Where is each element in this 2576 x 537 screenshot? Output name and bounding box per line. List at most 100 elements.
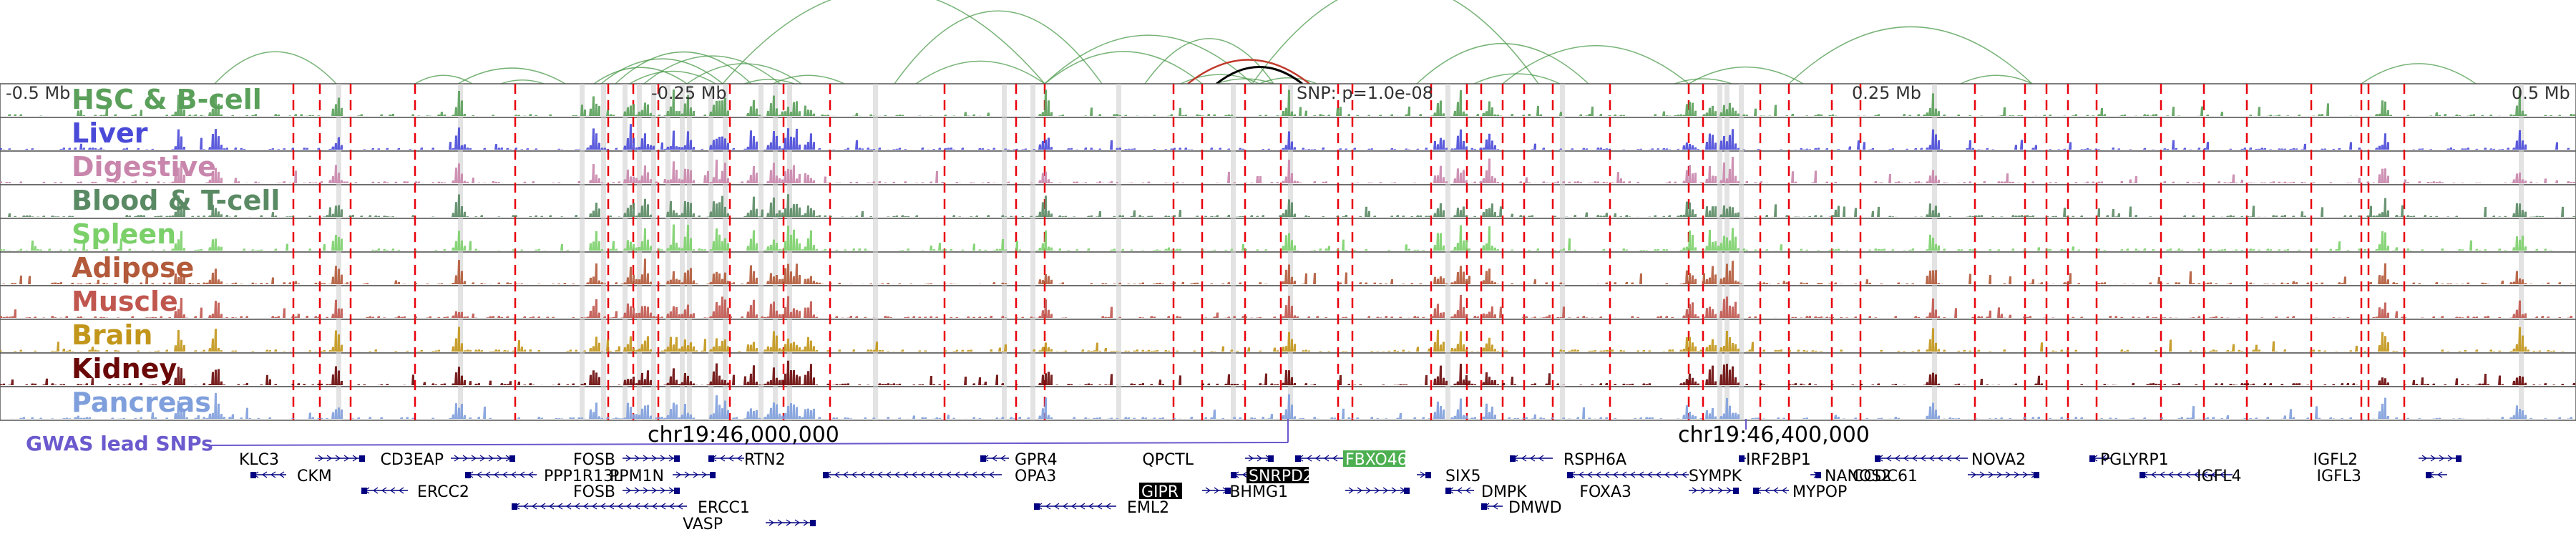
gene-label: PGLYRP1 (2100, 451, 2169, 469)
gene-fosb[interactable]: FOSB (573, 451, 680, 469)
strand-arrow (2100, 455, 2107, 462)
highlight-band (680, 84, 685, 420)
highlight-band (601, 84, 606, 420)
strand-arrow (1937, 455, 1943, 462)
gene-igfl3[interactable]: IGFL3 (2317, 468, 2447, 485)
track-label-liver: Liver (72, 117, 148, 149)
gene-fbxo46[interactable]: FBXO46 (1295, 450, 1407, 469)
gene-six5[interactable]: SIX5 (1417, 468, 1481, 485)
gene-dmwd[interactable]: DMWD (1481, 499, 1562, 517)
highlight-band (2519, 84, 2524, 420)
gene-igfl2[interactable]: IGFL2 (2313, 451, 2462, 469)
strand-arrow (777, 519, 784, 526)
highlight-band (687, 84, 692, 420)
strand-arrow (1612, 471, 1619, 478)
chromatin-loop-arc (629, 70, 716, 84)
gene-label: IGFL2 (2313, 451, 2358, 469)
gene-dmpk[interactable]: DMPK (1445, 483, 1527, 501)
gene-fosb[interactable]: FOSB (573, 483, 680, 501)
chromatin-loop-arc-highlight (1187, 59, 1310, 84)
strand-arrow (1638, 471, 1644, 478)
gene-cd3eap[interactable]: CD3EAP (380, 451, 515, 469)
gene-label: BHMG1 (1229, 483, 1288, 501)
strand-arrow (1062, 503, 1068, 510)
highlight-band (758, 84, 763, 420)
strand-arrow (894, 471, 900, 478)
gene-rtn2[interactable]: RTN2 (708, 451, 786, 469)
axis-tick-label: 0.5 Mb (2512, 83, 2570, 103)
strand-arrow (1000, 455, 1006, 462)
gene-nova2[interactable]: NOVA2 (1875, 451, 2026, 469)
highlight-band (1932, 84, 1937, 420)
track-label-hsc-b-cell: HSC & B-cell (72, 84, 262, 115)
strand-arrow (2022, 471, 2029, 478)
gene-gipr[interactable]: GIPR (1139, 483, 1231, 501)
gene-label: FBXO46 (1345, 451, 1407, 469)
gene-bhmg1[interactable]: BHMG1 (1229, 483, 1410, 501)
gene-exon (980, 455, 986, 462)
strand-arrow (868, 471, 874, 478)
gene-ppm1n[interactable]: PPM1N (610, 468, 716, 485)
chromatin-loop-arc (457, 67, 566, 84)
strand-arrow (1348, 487, 1355, 494)
strand-arrow (261, 471, 268, 478)
signal-track-2 (0, 157, 2576, 183)
gene-ckm[interactable]: CKM (250, 468, 332, 485)
gene-label: DMPK (1481, 483, 1527, 501)
highlight-band (1231, 84, 1236, 420)
gene-foxa3[interactable]: FOXA3 (1579, 483, 1739, 501)
gene-exon (1268, 455, 1274, 462)
gene-exon (674, 455, 680, 462)
gene-pglyrp1[interactable]: PGLYRP1 (2089, 451, 2169, 469)
chromosome-coordinates: chr19:46,000,000 chr19:46,400,000 (648, 422, 1870, 448)
strand-arrow (510, 471, 517, 478)
signal-track-3 (0, 194, 2576, 217)
gene-ercc1[interactable]: ERCC1 (512, 499, 750, 517)
strand-arrow (1045, 503, 1051, 510)
chromatin-loop-arc (1216, 78, 1274, 84)
strand-arrow (484, 471, 491, 478)
gene-label: PPM1N (610, 468, 664, 485)
gene-vasp[interactable]: VASP (683, 516, 816, 533)
highlight-band (1002, 84, 1007, 420)
gene-exon (708, 455, 714, 462)
strand-arrow (660, 503, 666, 510)
strand-arrow (1885, 455, 1892, 462)
gene-rsph6a[interactable]: RSPH6A (1510, 451, 1626, 469)
gene-eml2[interactable]: EML2 (1034, 499, 1169, 517)
gene-opa3[interactable]: OPA3 (823, 468, 1056, 485)
gene-exon (1567, 472, 1573, 478)
strand-arrow (954, 471, 960, 478)
strand-arrow (859, 471, 866, 478)
strand-arrow (625, 503, 632, 510)
highlight-band (1445, 84, 1450, 420)
chromatin-loop-arc (915, 60, 1045, 84)
strand-arrow (786, 519, 792, 526)
chromatin-loop-arc (686, 63, 802, 84)
gene-exon (2140, 472, 2145, 478)
gene-nanos2[interactable]: NANOS2 (1810, 468, 1891, 485)
strand-arrow (471, 455, 477, 462)
strand-arrow (937, 471, 943, 478)
strand-arrow (540, 503, 546, 510)
gene-exon (1231, 472, 1236, 478)
gene-ercc2[interactable]: ERCC2 (361, 483, 469, 501)
gene-exon (1404, 488, 1410, 494)
strand-arrow (1248, 455, 1254, 462)
strand-arrow (2185, 471, 2191, 478)
gene-gpr4[interactable]: GPR4 (980, 451, 1058, 469)
strand-arrow (919, 471, 926, 478)
strand-arrow (736, 455, 743, 462)
strand-arrow (278, 471, 285, 478)
gene-ppp1r13l[interactable]: PPP1R13L (465, 468, 623, 485)
gene-irf2bp1[interactable]: IRF2BP1 (1739, 451, 1811, 469)
gene-igfl4[interactable]: IGFL4 (2140, 468, 2241, 485)
gene-qpctl[interactable]: QPCTL (1142, 451, 1274, 469)
gene-snrpd2[interactable]: SNRPD2 (1231, 467, 1313, 485)
gene-ccdc61[interactable]: CCDC61 (1853, 468, 2039, 485)
gene-mypop[interactable]: MYPOP (1753, 483, 1847, 501)
strand-arrow (1954, 455, 1961, 462)
gene-label: DMWD (1508, 499, 1562, 517)
gene-sympk[interactable]: SYMPK (1567, 468, 1742, 485)
gene-klc3[interactable]: KLC3 (239, 451, 365, 469)
